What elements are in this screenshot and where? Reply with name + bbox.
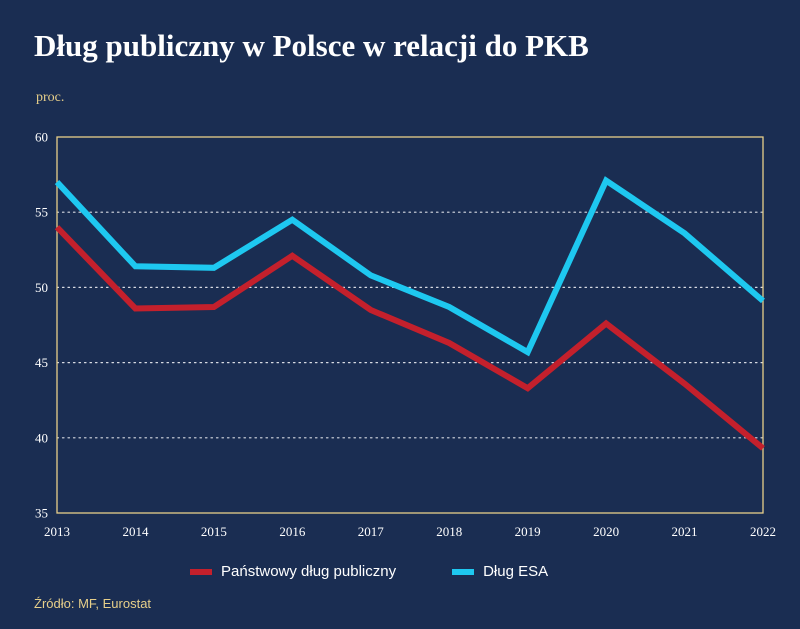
x-tick-2014: 2014	[122, 524, 149, 539]
chart-title: Dług publiczny w Polsce w relacji do PKB	[34, 28, 589, 63]
legend: Państwowy dług publiczny Dług ESA	[190, 563, 548, 580]
y-tick-45: 45	[35, 355, 48, 370]
y-tick-35: 35	[35, 506, 48, 521]
legend-swatch-red	[190, 568, 212, 575]
source-note: Źródło: MF, Eurostat	[34, 596, 152, 611]
y-tick-60: 60	[35, 130, 48, 145]
y-tick-40: 40	[35, 430, 48, 445]
x-tick-2016: 2016	[279, 524, 306, 539]
legend-label-panstwowy: Państwowy dług publiczny	[221, 563, 397, 580]
x-tick-2022: 2022	[750, 524, 776, 539]
x-tick-2017: 2017	[358, 524, 385, 539]
y-tick-labels: 35 40 45 50 55 60	[35, 130, 48, 521]
legend-item-esa: Dług ESA	[452, 563, 548, 580]
x-tick-2020: 2020	[593, 524, 619, 539]
series-line-dlug-esa	[54, 176, 765, 357]
grid-lines	[56, 211, 764, 439]
x-tick-2019: 2019	[515, 524, 541, 539]
plot-frame	[56, 136, 764, 514]
y-tick-50: 50	[35, 280, 48, 295]
legend-swatch-blue	[452, 568, 475, 575]
y-axis-unit: proc.	[36, 90, 65, 105]
x-tick-labels: 2013 2014 2015 2016 2017 2018 2019 2020 2021 2022	[44, 524, 776, 539]
legend-label-esa: Dług ESA	[483, 563, 549, 580]
legend-item-panstwowy: Państwowy dług publiczny	[190, 563, 396, 580]
x-tick-2021: 2021	[672, 524, 698, 539]
x-tick-2013: 2013	[44, 524, 70, 539]
plot-border	[56, 136, 764, 514]
series-line-panstwowy-dlug	[54, 225, 765, 451]
series-lines	[54, 176, 765, 451]
y-tick-55: 55	[35, 205, 48, 220]
x-tick-2018: 2018	[436, 524, 462, 539]
x-tick-2015: 2015	[201, 524, 227, 539]
